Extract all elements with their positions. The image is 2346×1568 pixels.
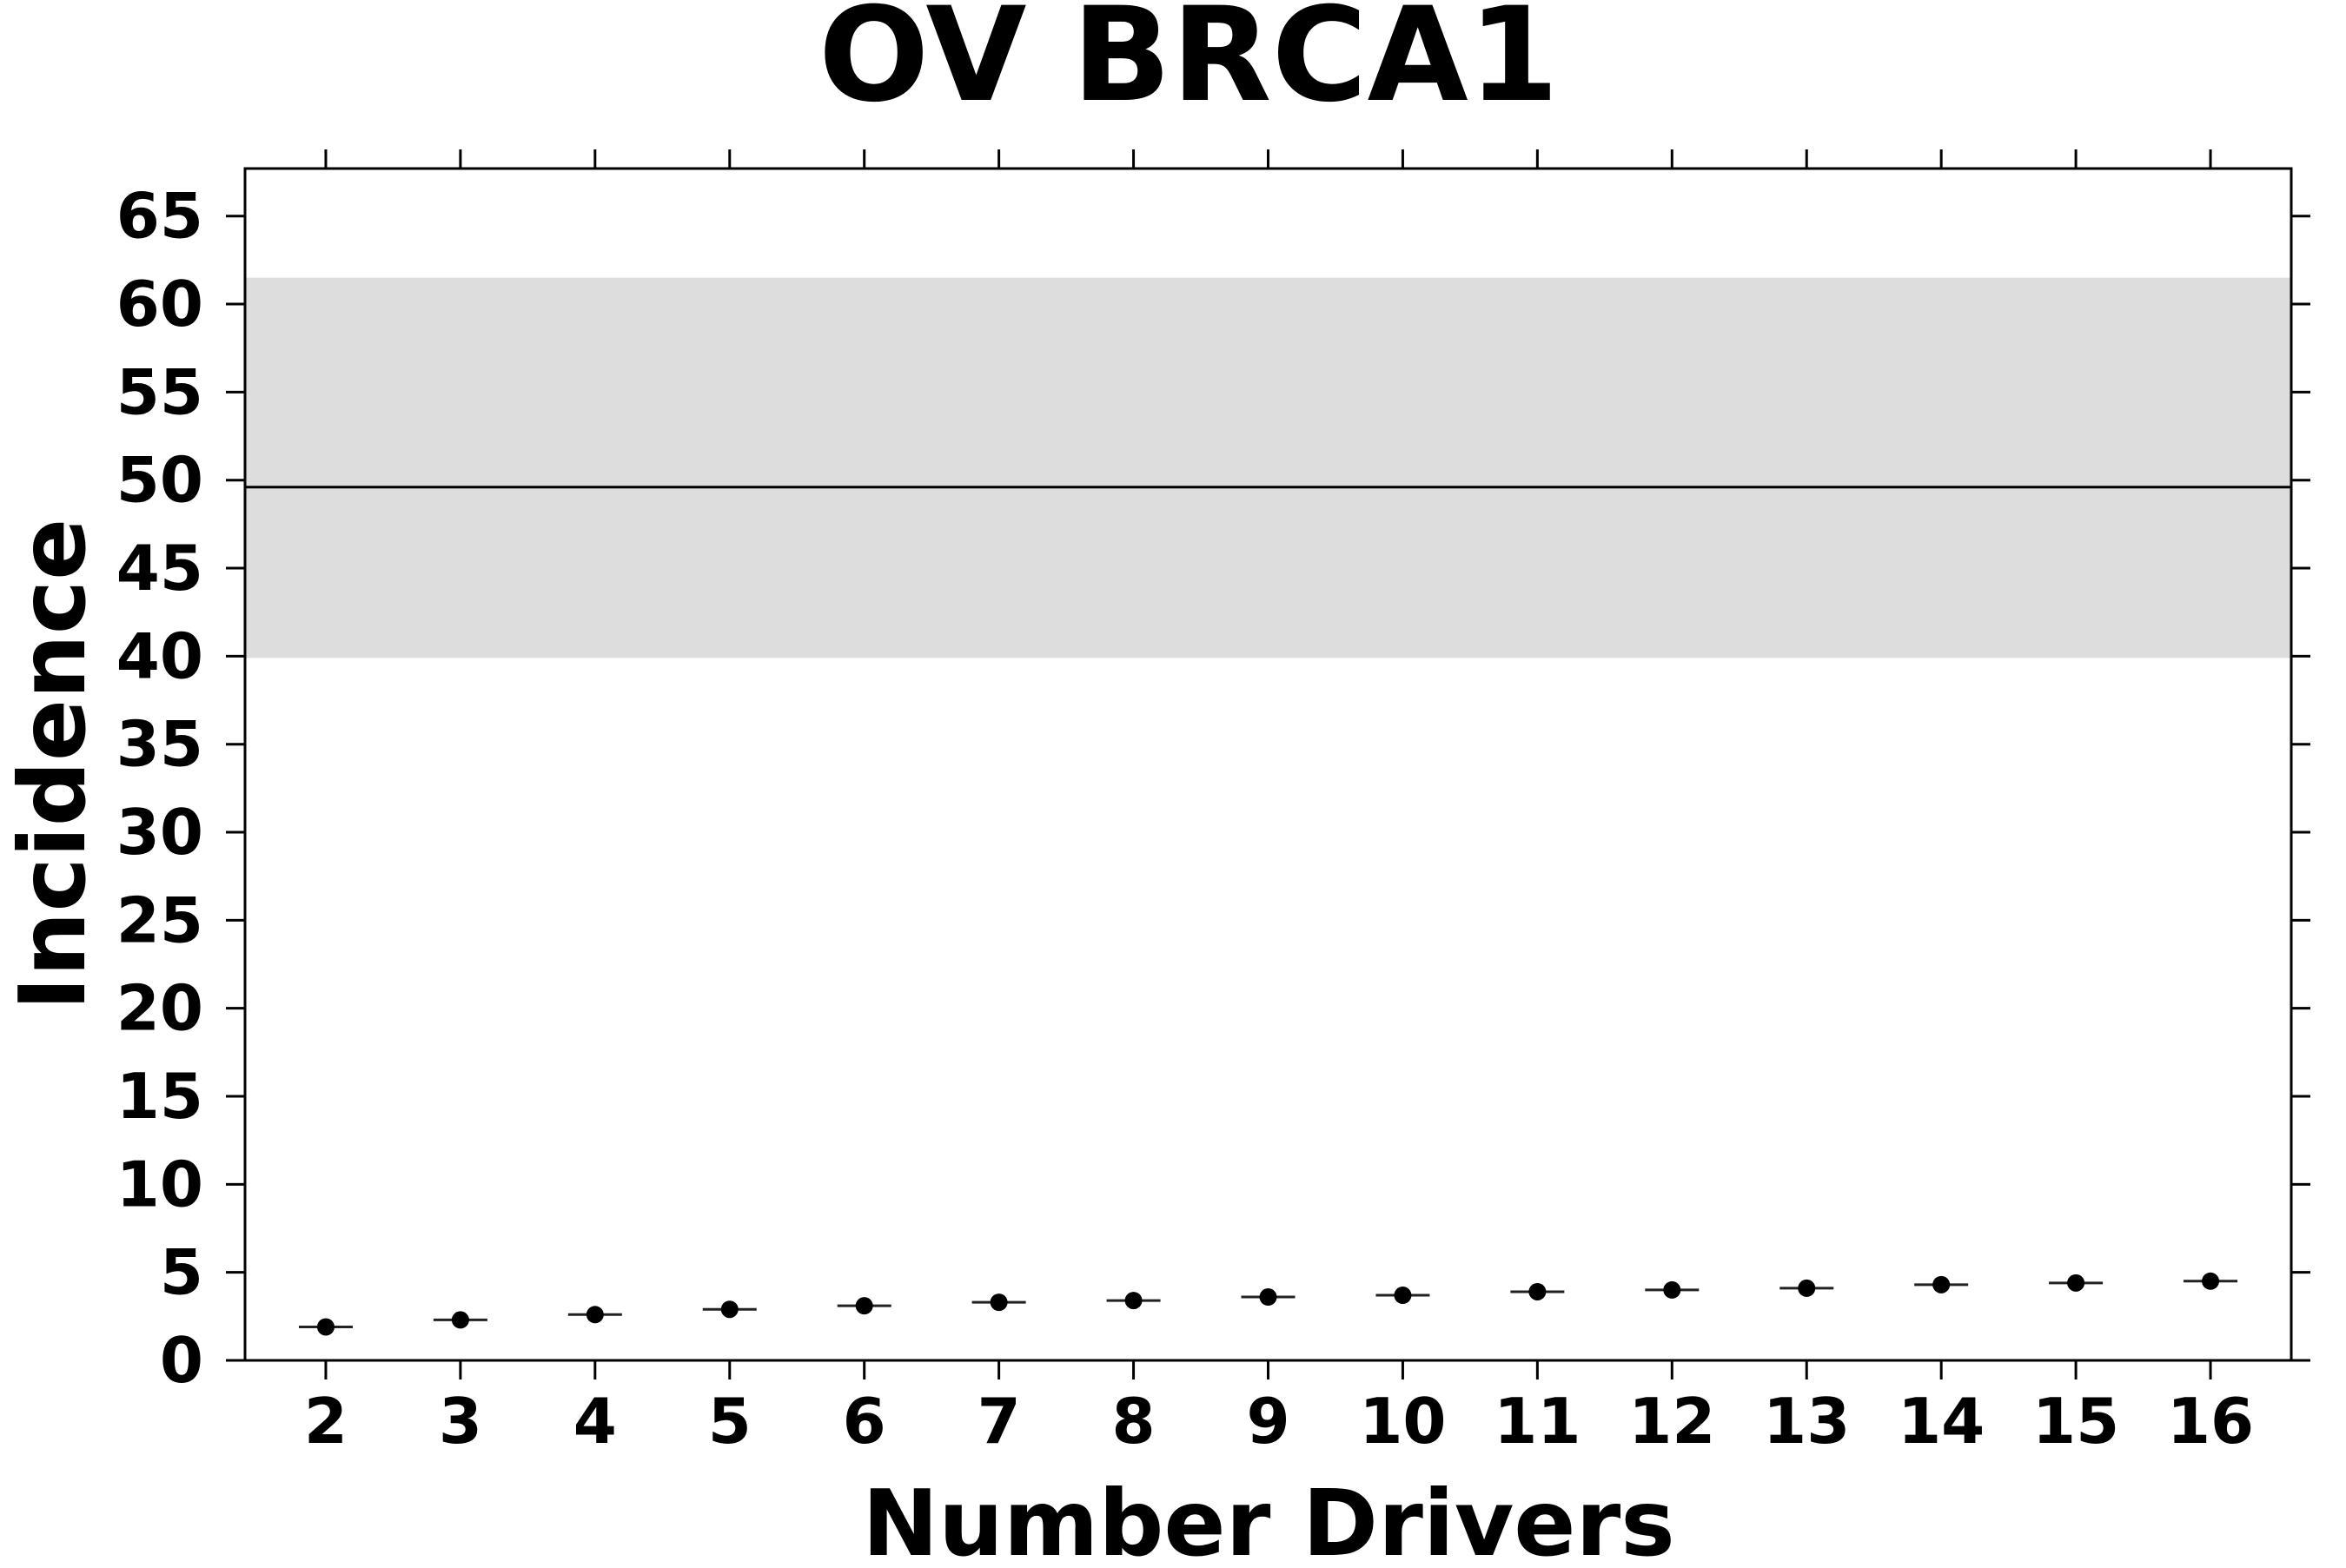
- y-tick-label: 15: [116, 1060, 203, 1133]
- data-point: [1798, 1279, 1816, 1297]
- data-point: [720, 1300, 739, 1319]
- data-point: [1259, 1288, 1277, 1307]
- reference-band: [245, 277, 2291, 658]
- data-point: [1124, 1292, 1143, 1310]
- y-tick-label: 35: [116, 708, 203, 781]
- x-tick-label: 6: [843, 1385, 886, 1458]
- x-tick-label: 10: [1359, 1385, 1446, 1458]
- y-tick-label: 25: [116, 883, 203, 956]
- data-point: [1663, 1280, 1681, 1299]
- x-tick-label: 8: [1112, 1385, 1156, 1458]
- x-tick-label: 7: [978, 1385, 1021, 1458]
- data-point: [2202, 1272, 2220, 1290]
- reference-band-layer: [245, 277, 2291, 658]
- y-tick-label: 0: [160, 1324, 203, 1397]
- y-tick-label: 45: [116, 532, 203, 605]
- x-ticks-layer: 2 3 4 5 6 7 8 9 10 11 12 13 14 15 16: [304, 149, 2254, 1458]
- y-axis-label: Incidence: [0, 519, 106, 1011]
- data-point: [1394, 1287, 1412, 1305]
- x-tick-label: 12: [1628, 1385, 1715, 1458]
- data-point: [990, 1293, 1008, 1312]
- x-tick-label: 13: [1763, 1385, 1850, 1458]
- y-tick-label: 10: [116, 1148, 203, 1221]
- y-tick-label: 60: [116, 268, 203, 341]
- x-tick-label: 5: [708, 1385, 752, 1458]
- x-tick-label: 15: [2032, 1385, 2119, 1458]
- y-tick-label: 30: [116, 796, 203, 869]
- y-tick-label: 40: [116, 619, 203, 692]
- x-tick-label: 4: [573, 1385, 617, 1458]
- y-tick-label: 20: [116, 972, 203, 1045]
- data-marks-layer: [298, 1272, 2238, 1336]
- x-tick-label: 14: [1898, 1385, 1985, 1458]
- data-point: [316, 1318, 335, 1336]
- data-point: [2067, 1274, 2085, 1292]
- data-point: [586, 1306, 604, 1324]
- x-tick-label: 11: [1494, 1385, 1581, 1458]
- y-ticks-layer: 0 5 10 15 20 25 30 35 40 45 50 55 60 65: [116, 180, 2310, 1397]
- data-point: [855, 1297, 873, 1315]
- y-tick-label: 50: [116, 444, 203, 517]
- data-point: [451, 1311, 469, 1329]
- data-point: [1528, 1282, 1547, 1300]
- x-tick-label: 16: [2167, 1385, 2254, 1458]
- x-axis-label: Number Drivers: [862, 1471, 1675, 1564]
- x-tick-label: 2: [304, 1385, 348, 1458]
- x-tick-label: 9: [1246, 1385, 1289, 1458]
- data-point: [1932, 1275, 1951, 1293]
- y-tick-label: 5: [160, 1236, 203, 1309]
- y-tick-label: 55: [116, 355, 203, 428]
- chart-title: OV BRCA1: [818, 0, 1559, 131]
- y-tick-label: 65: [116, 180, 203, 253]
- x-tick-label: 3: [439, 1385, 482, 1458]
